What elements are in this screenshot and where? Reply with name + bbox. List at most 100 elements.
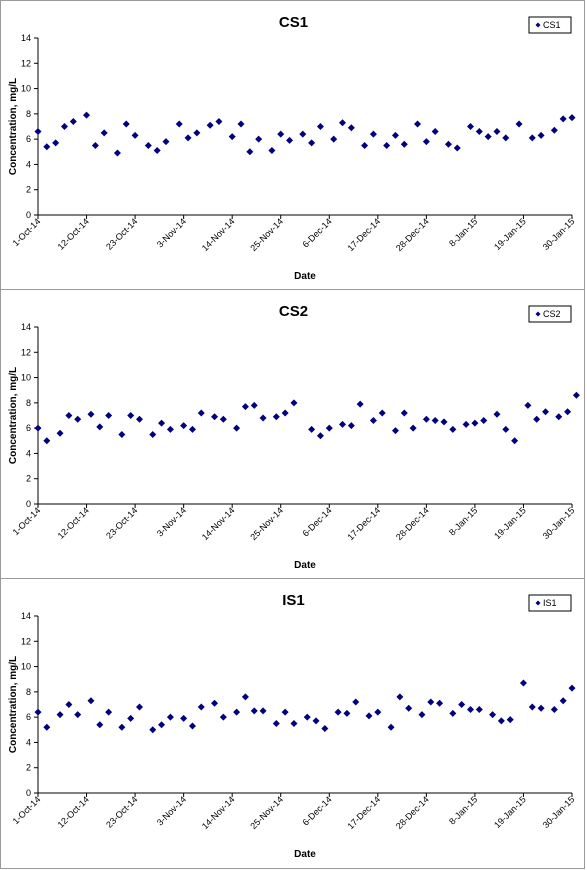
data-point xyxy=(43,143,51,151)
data-point xyxy=(312,717,320,725)
data-point xyxy=(74,711,82,719)
x-tick-label: 25-Nov-14 xyxy=(248,216,285,253)
x-axis-label: Date xyxy=(294,271,316,282)
y-tick-label: 4 xyxy=(26,448,31,458)
data-point xyxy=(489,711,497,719)
data-point xyxy=(197,703,205,711)
data-point xyxy=(502,425,510,433)
data-point xyxy=(537,131,545,139)
data-point xyxy=(211,413,219,421)
y-tick-label: 14 xyxy=(21,322,31,332)
data-point xyxy=(400,140,408,148)
y-tick-label: 0 xyxy=(26,788,31,798)
legend-box xyxy=(528,16,572,34)
data-point xyxy=(43,437,51,445)
chart-panel-cs2: CS2 0 2 4 6 8 10 12 14 1-Oct-14 12-Oct-14 23-Oct-14… xyxy=(0,289,585,580)
x-tick-label: 12-Oct-14 xyxy=(56,505,91,540)
data-point xyxy=(449,709,457,717)
x-tick-label: 14-Nov-14 xyxy=(200,216,237,253)
data-point xyxy=(193,129,201,137)
data-point xyxy=(118,430,126,438)
data-point xyxy=(286,136,294,144)
data-point xyxy=(352,698,360,706)
data-point xyxy=(74,415,82,423)
data-point xyxy=(330,135,338,143)
x-tick-label: 19-Jan-15 xyxy=(492,216,528,252)
y-tick-label: 2 xyxy=(26,185,31,195)
data-point xyxy=(153,147,161,155)
data-point xyxy=(528,703,536,711)
legend-marker xyxy=(535,22,541,28)
data-point xyxy=(131,131,139,139)
chart-title: IS1 xyxy=(282,592,305,609)
y-tick-label: 8 xyxy=(26,109,31,119)
y-tick-label: 6 xyxy=(26,712,31,722)
x-tick-label: 8-Jan-15 xyxy=(447,794,479,826)
data-point xyxy=(369,417,377,425)
chart-svg: IS1 0 2 4 6 8 10 12 14 1-Oct-14 12-Oct-14 23-Oct-14… xyxy=(8,592,576,860)
y-tick-label: 12 xyxy=(21,347,31,357)
data-point xyxy=(453,144,461,152)
data-point xyxy=(347,124,355,132)
data-point xyxy=(34,128,42,136)
data-point xyxy=(60,123,68,130)
data-point xyxy=(418,711,426,719)
y-tick-label: 6 xyxy=(26,134,31,144)
data-point xyxy=(493,128,501,136)
x-tick-label: 6-Dec-14 xyxy=(300,216,333,249)
x-tick-label: 3-Nov-14 xyxy=(155,505,188,538)
x-tick-label: 23-Oct-14 xyxy=(104,794,139,829)
data-point xyxy=(211,699,219,707)
data-point xyxy=(568,114,576,122)
data-point xyxy=(188,722,196,730)
data-point xyxy=(387,723,395,731)
y-tick-label: 2 xyxy=(26,474,31,484)
x-tick-label: 1-Oct-14 xyxy=(11,505,43,537)
x-tick-label: 30-Jan-15 xyxy=(541,505,577,541)
x-tick-label: 17-Dec-14 xyxy=(345,794,382,831)
data-point xyxy=(290,399,298,407)
data-point xyxy=(246,148,254,156)
data-point xyxy=(365,712,373,720)
legend-marker xyxy=(535,600,541,606)
y-tick-label: 0 xyxy=(26,499,31,509)
y-axis-label: Concentration, mg/L xyxy=(8,656,19,753)
data-point xyxy=(219,713,227,721)
data-point xyxy=(241,693,249,701)
data-point xyxy=(158,419,166,427)
x-tick-label: 28-Dec-14 xyxy=(394,216,431,253)
data-point xyxy=(162,138,170,146)
chart-svg: CS2 0 2 4 6 8 10 12 14 1-Oct-14 12-Oct-14 23-Oct-14… xyxy=(8,303,580,571)
data-point xyxy=(136,703,144,711)
x-tick-label: 17-Dec-14 xyxy=(345,216,382,253)
data-point xyxy=(511,437,519,445)
y-tick-label: 8 xyxy=(26,687,31,697)
data-point xyxy=(528,134,536,142)
data-point xyxy=(65,701,73,708)
y-tick-label: 4 xyxy=(26,737,31,747)
data-point xyxy=(105,412,113,419)
y-tick-label: 8 xyxy=(26,398,31,408)
data-point xyxy=(374,708,382,716)
data-point xyxy=(219,415,227,423)
data-point xyxy=(65,412,73,419)
data-point xyxy=(475,706,483,714)
x-tick-label: 1-Oct-14 xyxy=(11,794,43,826)
x-tick-label: 6-Dec-14 xyxy=(300,794,333,827)
legend-label: CS2 xyxy=(543,309,561,319)
data-point xyxy=(69,117,77,125)
data-point xyxy=(466,706,474,714)
data-point xyxy=(572,391,580,399)
data-point xyxy=(87,410,95,418)
x-tick-label: 17-Dec-14 xyxy=(345,505,382,542)
data-point xyxy=(166,425,174,433)
data-point xyxy=(272,719,280,727)
data-point xyxy=(43,723,51,731)
legend-marker xyxy=(535,311,541,317)
data-point xyxy=(308,425,316,433)
data-point xyxy=(149,430,157,438)
data-point xyxy=(56,711,64,719)
x-tick-label: 8-Jan-15 xyxy=(447,505,479,537)
data-point xyxy=(559,697,567,705)
y-tick-label: 10 xyxy=(21,373,31,383)
